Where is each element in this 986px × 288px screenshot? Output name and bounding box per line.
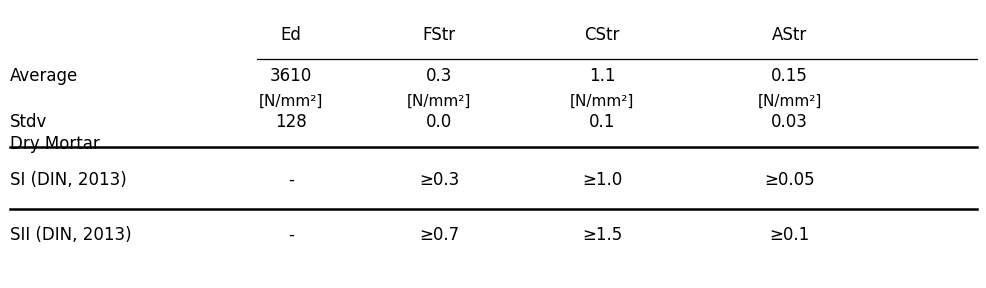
Text: 3610: 3610 (270, 67, 312, 85)
Text: SII (DIN, 2013): SII (DIN, 2013) (10, 226, 131, 244)
Text: ≥0.7: ≥0.7 (419, 226, 458, 244)
Text: 1.1: 1.1 (589, 67, 614, 85)
Text: Ed: Ed (280, 26, 302, 43)
Text: [N/mm²]: [N/mm²] (756, 93, 821, 108)
Text: 0.1: 0.1 (589, 113, 614, 131)
Text: Average: Average (10, 67, 78, 85)
Text: -: - (288, 171, 294, 189)
Text: Dry Mortar: Dry Mortar (10, 135, 100, 153)
Text: ≥1.5: ≥1.5 (582, 226, 621, 244)
Text: 0.3: 0.3 (426, 67, 452, 85)
Text: 0.03: 0.03 (770, 113, 808, 131)
Text: CStr: CStr (584, 26, 619, 43)
Text: 128: 128 (275, 113, 307, 131)
Text: [N/mm²]: [N/mm²] (258, 93, 323, 108)
Text: FStr: FStr (422, 26, 456, 43)
Text: 0.15: 0.15 (770, 67, 808, 85)
Text: [N/mm²]: [N/mm²] (569, 93, 634, 108)
Text: ≥0.05: ≥0.05 (763, 171, 814, 189)
Text: ≥0.3: ≥0.3 (419, 171, 458, 189)
Text: ≥0.1: ≥0.1 (769, 226, 809, 244)
Text: Stdv: Stdv (10, 113, 47, 131)
Text: ≥1.0: ≥1.0 (582, 171, 621, 189)
Text: 0.0: 0.0 (426, 113, 452, 131)
Text: AStr: AStr (771, 26, 807, 43)
Text: [N/mm²]: [N/mm²] (406, 93, 471, 108)
Text: SI (DIN, 2013): SI (DIN, 2013) (10, 171, 126, 189)
Text: -: - (288, 226, 294, 244)
